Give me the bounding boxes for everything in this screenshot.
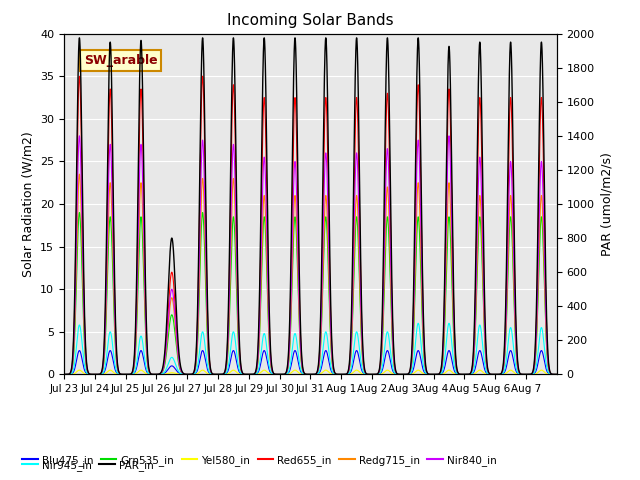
Y-axis label: PAR (umol/m2/s): PAR (umol/m2/s) — [600, 152, 613, 256]
Legend: Nir945_in, PAR_in: Nir945_in, PAR_in — [18, 456, 158, 475]
Y-axis label: Solar Radiation (W/m2): Solar Radiation (W/m2) — [22, 131, 35, 277]
Legend: Blu475_in, Grn535_in, Yel580_in, Red655_in, Redg715_in, Nir840_in: Blu475_in, Grn535_in, Yel580_in, Red655_… — [18, 451, 500, 470]
Title: Incoming Solar Bands: Incoming Solar Bands — [227, 13, 394, 28]
Text: SW_arable: SW_arable — [84, 54, 157, 67]
